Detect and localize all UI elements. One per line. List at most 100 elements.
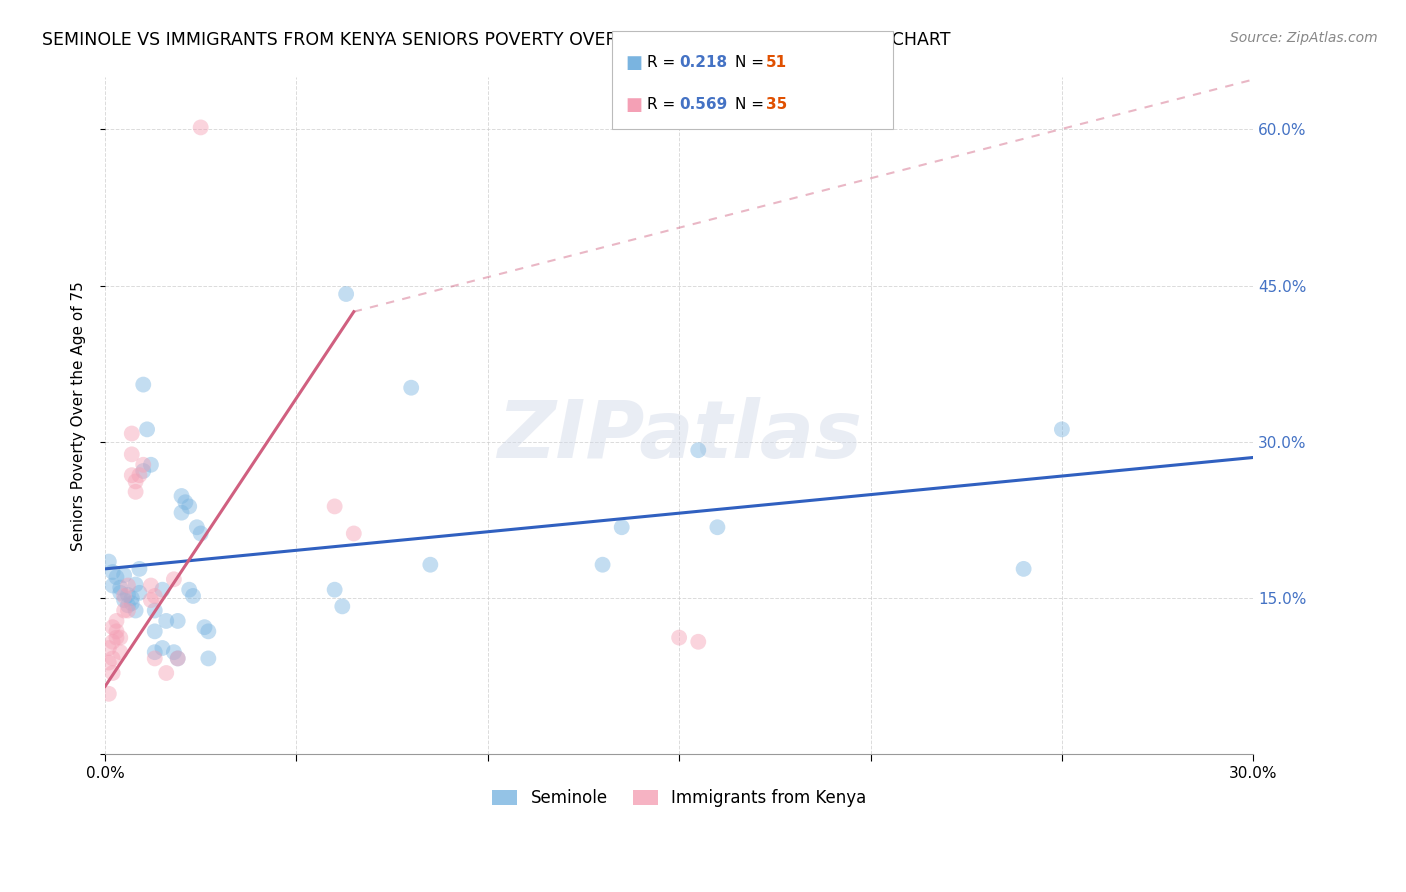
Point (668, 631, 690, 645)
Point (688, 443, 710, 458)
Point (143, 603, 166, 617)
Point (1012, 562, 1035, 576)
Point (343, 526, 366, 541)
Point (112, 568, 135, 582)
Point (174, 495, 197, 509)
Point (155, 665, 177, 680)
Point (166, 651, 188, 665)
Point (143, 624, 166, 639)
Point (139, 458, 162, 472)
Point (128, 586, 150, 600)
Point (163, 645, 186, 659)
Point (139, 578, 162, 592)
Point (112, 593, 135, 607)
Point (132, 458, 155, 472)
Point (105, 614, 128, 628)
Point (110, 645, 132, 659)
Point (121, 426, 143, 441)
Point (170, 506, 193, 520)
Text: SEMINOLE VS IMMIGRANTS FROM KENYA SENIORS POVERTY OVER THE AGE OF 75 CORRELATION: SEMINOLE VS IMMIGRANTS FROM KENYA SENIOR… (42, 31, 950, 49)
Point (197, 651, 219, 665)
Point (101, 578, 124, 592)
Point (179, 582, 201, 597)
Point (170, 489, 193, 503)
Point (166, 651, 188, 665)
Text: N =: N = (735, 97, 769, 112)
Point (163, 572, 186, 586)
Point (128, 562, 150, 576)
Point (181, 589, 204, 603)
Point (179, 500, 201, 514)
Point (105, 624, 128, 639)
Text: 0.218: 0.218 (679, 55, 727, 70)
Text: Source: ZipAtlas.com: Source: ZipAtlas.com (1230, 31, 1378, 45)
Point (101, 620, 124, 634)
Point (166, 614, 188, 628)
Point (124, 577, 146, 591)
Point (97, 687, 120, 701)
Point (97, 555, 120, 569)
Point (105, 570, 128, 584)
Legend: Seminole, Immigrants from Kenya: Seminole, Immigrants from Kenya (485, 782, 873, 814)
Point (190, 526, 212, 541)
Point (117, 578, 139, 592)
Point (323, 582, 346, 597)
Text: 35: 35 (766, 97, 787, 112)
Point (139, 593, 162, 607)
Point (110, 586, 132, 600)
Point (101, 665, 124, 680)
Point (97, 640, 120, 655)
Text: 51: 51 (766, 55, 787, 70)
Text: R =: R = (647, 97, 681, 112)
Text: ■: ■ (626, 95, 643, 114)
Point (193, 620, 215, 634)
Point (143, 645, 166, 659)
Point (132, 464, 155, 478)
Point (101, 651, 124, 665)
Point (110, 631, 132, 645)
Text: ZIPatlas: ZIPatlas (496, 397, 862, 475)
Point (330, 599, 353, 614)
Text: 0.569: 0.569 (679, 97, 727, 112)
Point (112, 603, 135, 617)
Y-axis label: Seniors Poverty Over the Age of 75: Seniors Poverty Over the Age of 75 (72, 281, 86, 550)
Point (323, 500, 346, 514)
Point (117, 603, 139, 617)
Point (592, 558, 614, 572)
Point (124, 475, 146, 489)
Point (101, 565, 124, 579)
Point (143, 651, 166, 665)
Point (110, 581, 132, 595)
Point (136, 422, 159, 436)
Point (132, 377, 155, 392)
Point (143, 589, 166, 603)
Text: N =: N = (735, 55, 769, 70)
Point (124, 603, 146, 617)
Point (610, 520, 633, 534)
Point (97, 656, 120, 670)
Point (117, 599, 139, 613)
Point (706, 520, 728, 534)
Point (688, 634, 710, 648)
Point (112, 589, 135, 603)
Point (121, 591, 143, 605)
Point (335, 287, 357, 301)
Point (101, 634, 124, 648)
Text: ■: ■ (626, 54, 643, 71)
Point (1050, 422, 1073, 436)
Point (197, 624, 219, 639)
Point (186, 520, 208, 534)
Point (155, 614, 177, 628)
Point (190, 120, 212, 135)
Point (105, 631, 128, 645)
Point (419, 558, 441, 572)
Point (121, 447, 143, 461)
Point (399, 381, 422, 395)
Point (152, 582, 174, 597)
Point (152, 640, 174, 655)
Point (128, 468, 150, 483)
Point (121, 468, 143, 483)
Point (124, 484, 146, 499)
Point (117, 588, 139, 602)
Text: R =: R = (647, 55, 681, 70)
